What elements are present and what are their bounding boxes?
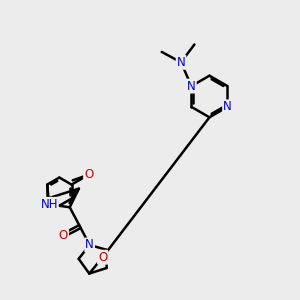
Text: N: N [177,56,185,69]
Text: O: O [98,251,107,264]
Text: N: N [85,238,94,251]
Text: O: O [59,229,68,242]
Text: NH: NH [40,198,58,211]
Text: O: O [84,168,93,181]
Text: N: N [223,100,232,113]
Text: N: N [187,80,196,93]
